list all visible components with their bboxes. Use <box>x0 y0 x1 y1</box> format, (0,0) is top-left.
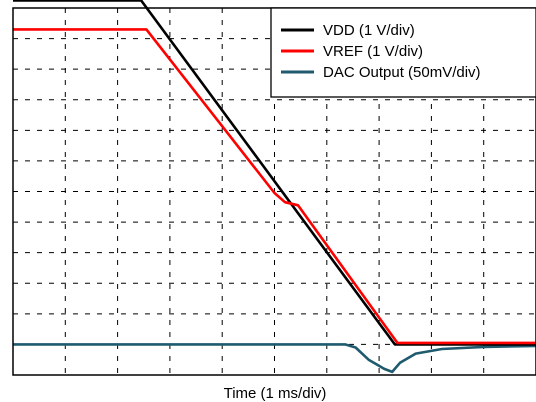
series-line-0 <box>13 0 536 346</box>
series-line-1 <box>13 28 536 345</box>
x-axis-label: Time (1 ms/div) <box>224 385 327 402</box>
series-line-2 <box>13 343 536 374</box>
legend-label-0: VDD (1 V/div) <box>323 22 415 39</box>
grid <box>13 8 536 375</box>
legend-label-2: DAC Output (50mV/div) <box>323 64 481 81</box>
legend-box <box>270 7 536 98</box>
legend: VDD (1 V/div) VREF (1 V/div) DAC Output (5… <box>270 7 536 98</box>
series-layer <box>13 0 536 374</box>
legend-label-1: VREF (1 V/div) <box>323 43 423 60</box>
